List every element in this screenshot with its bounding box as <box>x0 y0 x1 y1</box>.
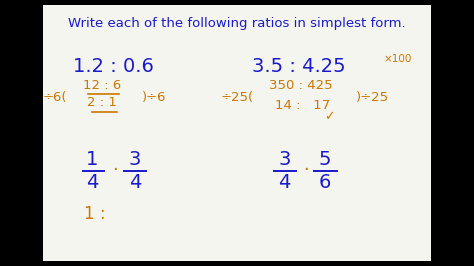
Text: 1: 1 <box>86 150 99 169</box>
Text: 4: 4 <box>278 173 291 192</box>
Text: 350 : 425: 350 : 425 <box>269 79 333 92</box>
Text: 3: 3 <box>278 150 291 169</box>
Text: 3.5 : 4.25: 3.5 : 4.25 <box>252 57 346 76</box>
Text: ÷25(: ÷25( <box>220 91 254 103</box>
Text: ×100: ×100 <box>384 53 412 64</box>
FancyBboxPatch shape <box>43 5 431 261</box>
Text: ÷6(: ÷6( <box>42 91 67 103</box>
Text: 1 :: 1 : <box>84 205 106 223</box>
Text: 6: 6 <box>319 173 331 192</box>
Text: 1.2 : 0.6: 1.2 : 0.6 <box>73 57 154 76</box>
Text: 4: 4 <box>86 173 99 192</box>
Text: 5: 5 <box>319 150 331 169</box>
Text: 12 : 6: 12 : 6 <box>83 79 121 92</box>
Text: 14 :   17: 14 : 17 <box>275 99 330 111</box>
Text: )÷6: )÷6 <box>142 91 166 103</box>
Text: ✓: ✓ <box>324 111 335 123</box>
Text: ⋅: ⋅ <box>303 161 309 179</box>
Text: )÷25: )÷25 <box>356 91 389 103</box>
Text: 2 : 1: 2 : 1 <box>87 96 117 109</box>
Text: 3: 3 <box>129 150 141 169</box>
Text: Write each of the following ratios in simplest form.: Write each of the following ratios in si… <box>68 18 406 30</box>
Text: 4: 4 <box>129 173 141 192</box>
Text: ⋅: ⋅ <box>112 161 118 179</box>
